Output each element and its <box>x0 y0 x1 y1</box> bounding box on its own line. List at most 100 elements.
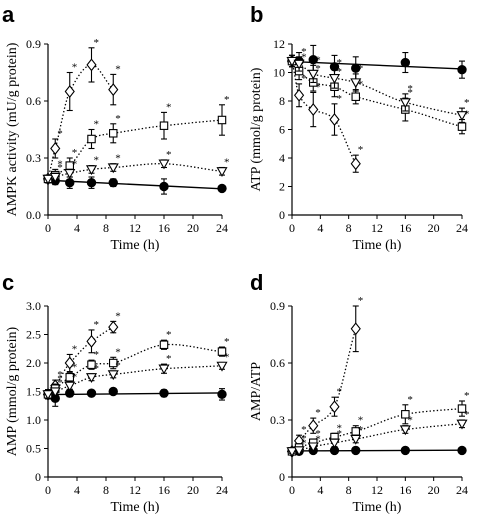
data-point <box>108 83 119 97</box>
y-tick-label: 12 <box>273 37 285 51</box>
x-tick-label: 0 <box>289 221 295 235</box>
significance-star: * <box>337 422 343 434</box>
data-point <box>87 134 96 144</box>
y-tick-label: 0.6 <box>270 356 285 370</box>
significance-star: * <box>315 407 321 419</box>
significance-star: * <box>57 162 63 174</box>
significance-star: * <box>224 94 230 106</box>
x-tick-label: 24 <box>216 221 228 235</box>
x-tick-label: 24 <box>456 483 468 497</box>
data-point <box>457 122 467 131</box>
panel-letter: c <box>2 270 14 295</box>
x-tick-label: 0 <box>45 221 51 235</box>
panel-letter: d <box>250 270 263 295</box>
data-point <box>217 115 227 125</box>
significance-star: * <box>358 295 364 307</box>
panel-a: a 0 4 8 12 16 20 24 0.0 0.3 0.6 0.9 Time (h) AMPK act… <box>2 2 230 253</box>
data-point <box>108 320 119 334</box>
significance-star: * <box>358 63 364 75</box>
data-point <box>49 172 61 183</box>
x-axis-title: Time (h) <box>111 500 160 514</box>
significance-star: * <box>166 353 172 365</box>
data-point <box>457 64 467 75</box>
y-tick-label: 0.3 <box>270 413 285 427</box>
significance-star: * <box>301 73 307 85</box>
y-tick-label: 2.0 <box>26 356 41 370</box>
data-point <box>293 59 305 70</box>
series-fit-line <box>291 407 463 452</box>
x-tick-label: 4 <box>74 483 80 497</box>
significance-star: * <box>301 46 307 58</box>
data-point <box>399 425 411 436</box>
data-point <box>42 390 54 401</box>
data-point <box>109 129 118 138</box>
x-tick-label: 8 <box>103 221 109 235</box>
data-point <box>158 159 170 170</box>
y-tick-label: 1.0 <box>26 413 41 427</box>
significance-star: * <box>115 153 121 165</box>
y-tick-label: 0.9 <box>26 37 41 51</box>
y-tick-label: 0.9 <box>270 299 285 313</box>
y-tick-label: 2.5 <box>26 328 41 342</box>
significance-star: * <box>57 128 63 140</box>
x-tick-label: 16 <box>399 483 411 497</box>
significance-star: * <box>94 37 100 49</box>
significance-star: * <box>407 83 413 95</box>
data-point <box>351 92 360 101</box>
series-fit-line <box>47 365 222 396</box>
y-tick-label: 0.3 <box>26 151 41 165</box>
significance-star: * <box>301 438 307 450</box>
data-point <box>87 360 96 369</box>
significance-star: * <box>337 386 343 398</box>
data-point <box>86 58 97 72</box>
data-point <box>159 181 169 192</box>
data-point <box>307 69 319 80</box>
x-axis-title: Time (h) <box>353 238 402 253</box>
data-point <box>159 340 169 350</box>
data-point <box>64 381 76 392</box>
data-point <box>286 447 298 458</box>
y-tick-label: 2 <box>279 180 285 194</box>
x-axis-title: Time (h) <box>353 500 402 514</box>
significance-star: * <box>57 373 63 385</box>
significance-star: * <box>224 336 230 348</box>
x-tick-label: 12 <box>129 483 141 497</box>
significance-star: * <box>115 113 121 125</box>
data-point <box>350 157 361 171</box>
y-tick-label: 4 <box>279 151 285 165</box>
data-point <box>159 121 169 130</box>
series-fit-line <box>291 60 463 128</box>
series-open-diamond: * * * * <box>42 37 121 186</box>
series-fit-line <box>47 392 223 396</box>
y-tick-label: 0.5 <box>26 442 41 456</box>
data-point <box>329 113 340 127</box>
y-tick-label: 0.6 <box>26 94 41 108</box>
data-point <box>457 445 467 456</box>
y-tick-label: 0 <box>279 208 285 222</box>
data-point <box>216 361 228 372</box>
significance-star: * <box>315 434 321 446</box>
data-point <box>64 169 76 179</box>
y-tick-label: 0.0 <box>26 208 41 222</box>
data-point <box>308 54 318 65</box>
series-open-square: ****** <box>43 329 230 400</box>
significance-star: * <box>72 362 78 374</box>
x-tick-label: 8 <box>346 221 352 235</box>
significance-star: * <box>94 349 100 361</box>
data-point <box>86 334 97 348</box>
x-tick-label: 0 <box>289 483 295 497</box>
significance-star: * <box>72 371 78 383</box>
data-point <box>108 178 118 188</box>
data-point <box>350 78 362 89</box>
y-tick-label: 10 <box>273 66 285 80</box>
data-point <box>307 442 319 453</box>
series-fit-line <box>291 449 463 452</box>
data-point <box>159 388 169 398</box>
significance-star: * <box>72 62 78 74</box>
significance-star: * <box>57 369 63 381</box>
y-tick-label: 0 <box>279 470 285 484</box>
y-tick-label: 8 <box>279 94 285 108</box>
data-point <box>158 364 170 375</box>
significance-star: * <box>407 87 413 99</box>
significance-star: * <box>358 424 364 436</box>
